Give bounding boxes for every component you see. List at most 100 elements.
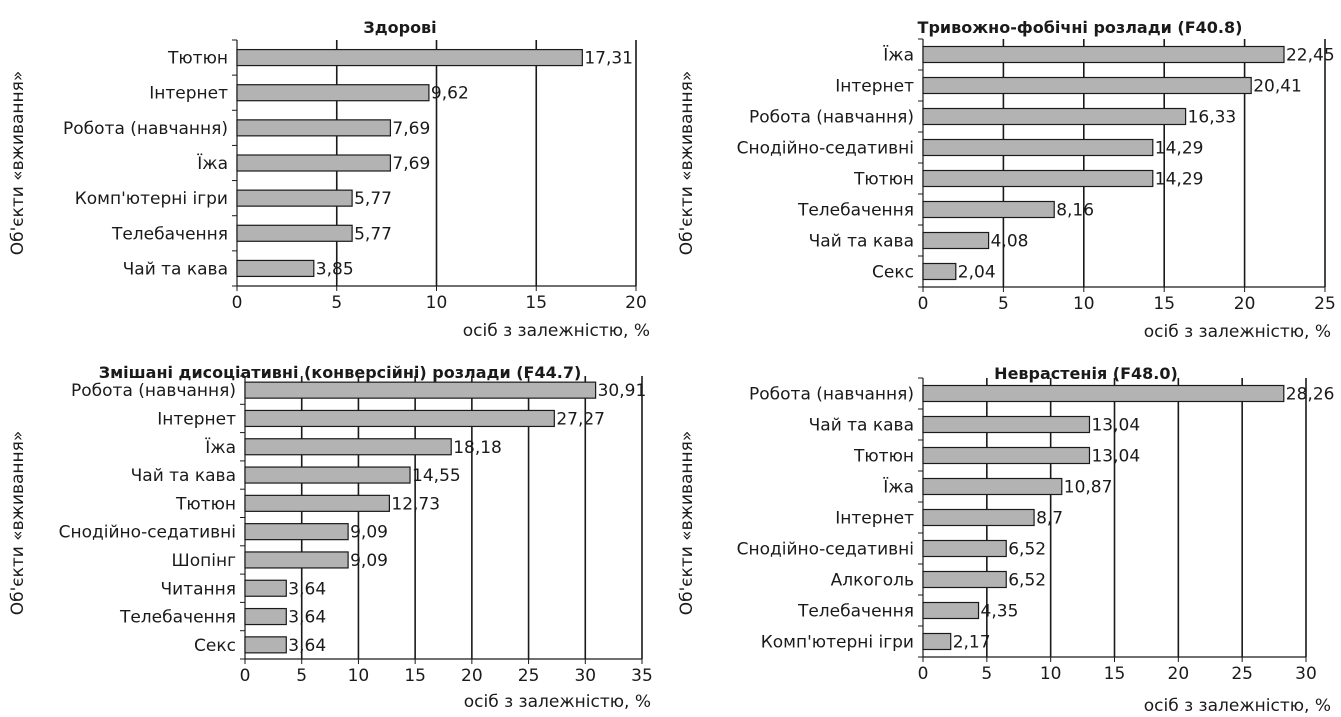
category-label: Тютюн bbox=[853, 170, 914, 190]
data-label: 14,29 bbox=[1155, 170, 1204, 190]
x-tick-label: 0 bbox=[918, 664, 929, 684]
x-tick-label: 0 bbox=[232, 293, 243, 313]
bar bbox=[244, 409, 555, 428]
data-label: 8,16 bbox=[1056, 201, 1094, 221]
x-tick-label: 20 bbox=[625, 293, 647, 313]
data-label: 16,33 bbox=[1188, 108, 1237, 128]
category-label: Чай та кава bbox=[131, 466, 236, 486]
bar bbox=[922, 76, 1252, 95]
x-tick-label: 15 bbox=[1153, 294, 1175, 314]
x-axis-label: осіб з залежністю, % bbox=[1144, 322, 1331, 342]
chart-neurasthenia: Неврастенія (F48.0) 0 5 10 15 20 25 30 Робота (н… bbox=[670, 358, 1341, 717]
data-label: 3,64 bbox=[288, 636, 326, 656]
chart-title: Змішані дисоціативні (конверсійні) розла… bbox=[99, 363, 582, 382]
data-label: 4,08 bbox=[991, 232, 1029, 252]
bar bbox=[244, 438, 452, 456]
category-label: Комп'ютерні ігри bbox=[75, 189, 228, 209]
data-label: 20,41 bbox=[1253, 77, 1302, 97]
chart-anxiety-phobic: Тривожно-фобічні розлади (F40.8) 0 5 10 15 20… bbox=[670, 0, 1341, 358]
category-label: Робота (навчання) bbox=[63, 119, 228, 139]
category-label: Їжа bbox=[883, 477, 914, 498]
category-label: Шопінг bbox=[172, 551, 237, 571]
category-label: Їжа bbox=[205, 437, 236, 458]
category-label: Снодійно-седативні bbox=[59, 523, 236, 543]
bar bbox=[236, 189, 353, 207]
category-label: Телебачення bbox=[119, 608, 236, 628]
bar bbox=[244, 523, 349, 541]
bar bbox=[236, 84, 430, 102]
x-tick-label: 5 bbox=[296, 666, 307, 686]
chart-svg: Здорові 0 5 10 15 20 Тютюн 17,31 Інтернет 9,62 Роб… bbox=[8, 18, 650, 341]
bar bbox=[244, 636, 287, 654]
data-label: 9,09 bbox=[350, 523, 388, 543]
x-tick-label: 5 bbox=[998, 294, 1009, 314]
category-label: Їжа bbox=[197, 153, 228, 174]
data-label: 3,64 bbox=[288, 579, 326, 599]
y-axis-label: Об'єкти «вживання» bbox=[8, 71, 28, 256]
y-axis-label: Об'єкти «вживання» bbox=[677, 71, 697, 256]
x-tick-label: 0 bbox=[240, 666, 251, 686]
bar bbox=[922, 231, 990, 250]
category-label: Тютюн bbox=[167, 49, 228, 69]
x-tick-label: 20 bbox=[1168, 664, 1190, 684]
data-label: 13,04 bbox=[1091, 416, 1140, 436]
category-label: Комп'ютерні ігри bbox=[761, 633, 914, 653]
data-label: 2,04 bbox=[958, 263, 996, 283]
category-label: Чай та кава bbox=[809, 232, 914, 252]
chart-svg: Змішані дисоціативні (конверсійні) розла… bbox=[8, 363, 653, 712]
data-label: 17,31 bbox=[584, 49, 633, 69]
bar bbox=[922, 45, 1285, 64]
data-label: 3,64 bbox=[288, 608, 326, 628]
category-label: Секс bbox=[194, 636, 236, 656]
bar bbox=[922, 138, 1154, 157]
category-label: Секс bbox=[872, 263, 914, 283]
bar bbox=[922, 262, 957, 281]
x-tick-label: 30 bbox=[574, 666, 596, 686]
category-label: Телебачення bbox=[111, 224, 228, 244]
data-label: 6,52 bbox=[1008, 540, 1046, 560]
chart-title: Неврастенія (F48.0) bbox=[994, 364, 1178, 383]
data-label: 28,26 bbox=[1286, 385, 1335, 405]
data-label: 18,18 bbox=[453, 438, 502, 458]
bar bbox=[922, 446, 1091, 465]
data-label: 7,69 bbox=[392, 119, 430, 139]
category-label: Інтернет bbox=[157, 409, 236, 429]
bar bbox=[922, 415, 1091, 434]
bar bbox=[236, 154, 392, 172]
bar bbox=[922, 570, 1007, 589]
x-tick-label: 30 bbox=[1295, 664, 1317, 684]
data-label: 27,27 bbox=[556, 409, 605, 429]
category-label: Робота (навчання) bbox=[71, 381, 236, 401]
chart-healthy: Здорові 0 5 10 15 20 Тютюн 17,31 Інтернет 9,62 Роб… bbox=[0, 0, 670, 358]
category-label: Алкоголь bbox=[831, 571, 914, 591]
x-axis-label: осіб з залежністю, % bbox=[1144, 696, 1331, 716]
data-label: 9,09 bbox=[350, 551, 388, 571]
chart-dissociative: Змішані дисоціативні (конверсійні) розла… bbox=[0, 358, 670, 717]
x-tick-label: 15 bbox=[525, 293, 547, 313]
x-tick-label: 25 bbox=[1314, 294, 1336, 314]
bar bbox=[922, 107, 1187, 126]
bar bbox=[922, 508, 1035, 527]
bar bbox=[244, 607, 287, 626]
data-label: 13,04 bbox=[1091, 447, 1140, 467]
bar bbox=[236, 48, 583, 67]
x-tick-label: 15 bbox=[404, 666, 426, 686]
data-label: 22,45 bbox=[1286, 46, 1335, 66]
data-label: 10,87 bbox=[1064, 478, 1113, 498]
bar bbox=[922, 601, 980, 620]
category-label: Телебачення bbox=[797, 602, 914, 622]
x-tick-label: 5 bbox=[981, 664, 992, 684]
data-label: 6,52 bbox=[1008, 571, 1046, 591]
bar bbox=[922, 384, 1285, 403]
y-axis-label: Об'єкти «вживання» bbox=[677, 431, 697, 616]
category-label: Інтернет bbox=[835, 509, 914, 529]
category-label: Чай та кава bbox=[809, 416, 914, 436]
category-label: Тютюн bbox=[175, 494, 236, 514]
x-tick-label: 10 bbox=[426, 293, 448, 313]
data-label: 3,85 bbox=[316, 259, 354, 279]
chart-title: Тривожно-фобічні розлади (F40.8) bbox=[918, 18, 1243, 37]
x-tick-label: 25 bbox=[518, 666, 540, 686]
chart-svg: Неврастенія (F48.0) 0 5 10 15 20 25 30 Робота (н… bbox=[677, 364, 1335, 716]
bar bbox=[244, 494, 390, 512]
x-tick-label: 10 bbox=[1040, 664, 1062, 684]
